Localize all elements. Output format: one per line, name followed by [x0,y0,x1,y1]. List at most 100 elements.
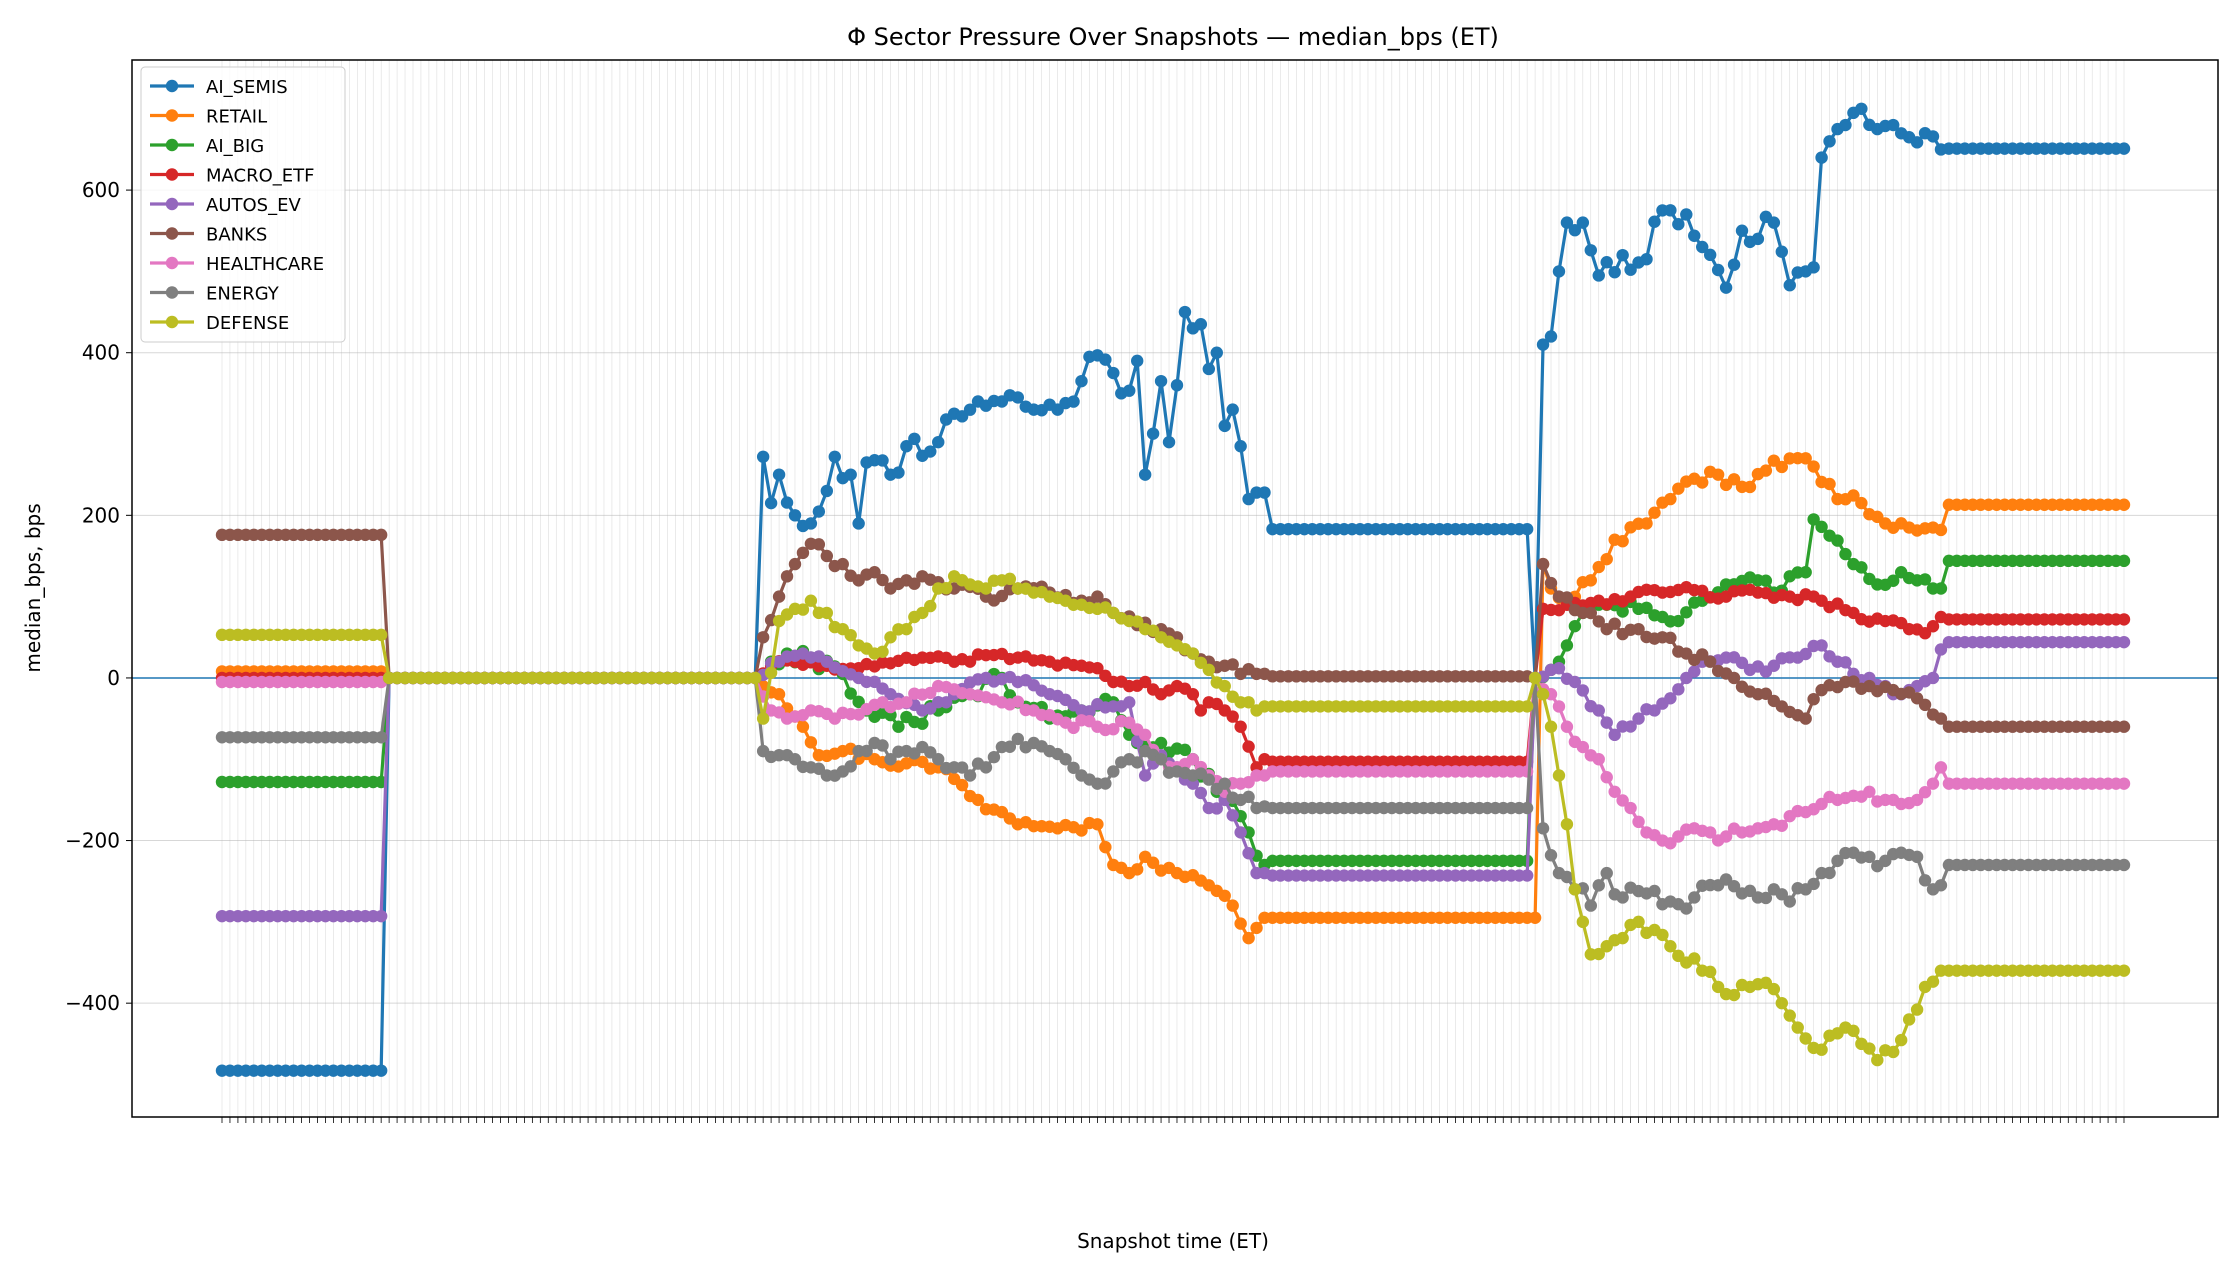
data-point [1560,591,1574,604]
data-point [1242,696,1255,709]
data-point [1863,785,1876,798]
data-point [1910,136,1924,149]
data-point [1871,1053,1884,1067]
data-point [955,761,969,774]
data-point [932,753,945,766]
legend-label: AI_SEMIS [206,77,288,98]
data-point [1218,777,1231,790]
data-point [1735,224,1749,237]
data-point [1703,248,1717,262]
y-tick-label: 400 [82,341,120,365]
data-point [1568,883,1582,896]
data-point [764,666,778,679]
data-point [1099,353,1112,366]
data-point [1616,605,1629,618]
legend-label: RETAIL [206,107,267,128]
data-point [749,671,762,685]
data-point [844,760,857,773]
data-point [979,582,993,595]
data-point [1727,671,1741,685]
data-point [1576,915,1590,929]
data-point [1202,362,1216,376]
data-point [796,546,810,560]
data-point [1918,573,1932,586]
data-point [939,581,953,595]
data-point [1226,403,1239,416]
data-point [1194,656,1208,669]
data-point [1688,952,1701,965]
data-point [2117,613,2131,626]
data-point [987,750,1001,764]
data-point [1520,869,1534,882]
data-point [756,712,770,725]
data-point [1831,854,1844,868]
data-point [1258,486,1271,499]
data-point [1719,281,1733,294]
data-point [1616,794,1629,807]
data-point [1855,561,1868,574]
data-point [374,1064,388,1077]
data-point [1560,216,1574,229]
data-point [1552,662,1566,675]
data-point [1194,318,1208,331]
data-point [1592,704,1605,717]
data-point [1091,818,1104,831]
legend-label: BANKS [206,225,267,246]
data-point [1592,753,1605,766]
data-point [1664,940,1677,953]
data-point [1703,655,1717,668]
data-point [963,769,977,782]
data-point [1791,1021,1804,1034]
y-tick-label: 600 [82,178,120,202]
legend-label: DEFENSE [206,313,289,334]
data-point [955,778,969,792]
data-point [876,454,889,467]
data-point [1242,790,1255,804]
data-point [1123,384,1136,397]
data-point [1934,582,1948,595]
data-point [1767,982,1781,996]
data-point [1130,354,1144,368]
data-point [1775,245,1789,258]
data-point [1688,229,1701,242]
data-point [788,557,802,571]
data-point [1552,265,1566,278]
data-point [1584,574,1598,587]
data-point [1146,427,1160,440]
series-ai-semis [215,102,2131,1077]
legend-item: HEALTHCARE [150,254,324,275]
data-point [1568,675,1582,689]
data-point [756,450,770,463]
data-point [1059,753,1072,766]
data-point [1632,915,1645,929]
data-point [1823,866,1836,880]
data-point [1680,208,1693,221]
data-point [1536,688,1550,701]
data-point [892,466,905,479]
data-point [2117,964,2131,977]
data-point [1584,244,1598,257]
chart-title: Φ Sector Pressure Over Snapshots — media… [847,23,1499,51]
series-layer [215,102,2131,1077]
data-point [804,736,818,749]
data-point [1672,683,1685,696]
data-point [1926,130,1940,143]
data-point [1894,1033,1908,1047]
data-point [1584,606,1598,620]
data-point [1648,884,1661,898]
data-point [1934,643,1948,656]
data-point [1210,802,1223,815]
data-point [1178,743,1192,757]
data-point [1711,468,1725,481]
data-point [1099,777,1112,790]
data-point [852,517,865,530]
data-point [788,753,802,766]
data-point [1727,880,1741,893]
data-point [1863,1042,1876,1055]
data-point [788,509,802,522]
legend: AI_SEMIS RETAIL AI_BIG MACRO_ETF AUTOS_EV BAN… [140,66,346,343]
data-point [1863,850,1876,864]
data-point [1520,765,1534,778]
data-point [1831,534,1844,547]
data-point [1632,712,1645,725]
